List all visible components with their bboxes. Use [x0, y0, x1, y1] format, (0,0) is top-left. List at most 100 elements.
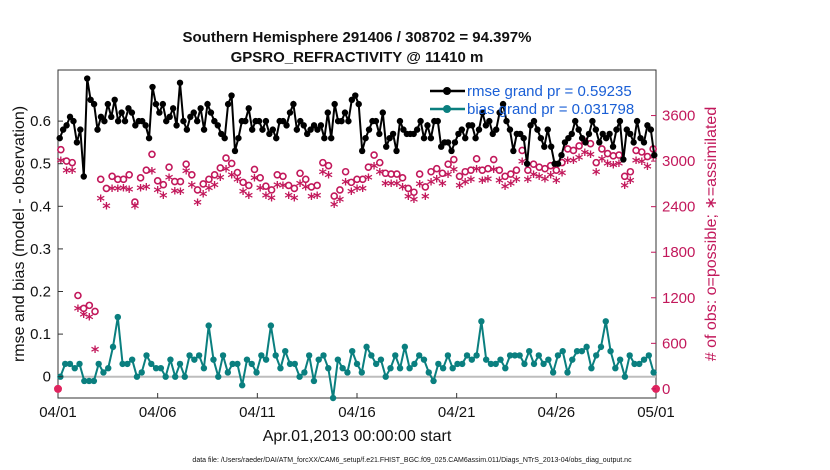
possible-obs-point — [296, 169, 304, 178]
bias-point — [305, 352, 313, 359]
assimilated-obs-point: * — [153, 183, 162, 202]
rmse-point — [389, 130, 397, 138]
rmse-point — [462, 134, 469, 142]
bias-point — [334, 356, 342, 363]
rmse-point — [602, 134, 610, 142]
rmse-point — [142, 122, 149, 129]
x-tick-label: 05/01 — [637, 404, 675, 421]
bias-point — [224, 369, 232, 376]
bias-point — [444, 352, 452, 359]
possible-obs-point — [222, 154, 230, 162]
bias-point — [602, 318, 609, 325]
possible-obs-point — [188, 170, 196, 179]
rmse-point — [259, 126, 266, 133]
rmse-point — [293, 126, 301, 133]
possible-obs-point — [489, 155, 498, 164]
rmse-point — [242, 117, 249, 125]
bias-point — [167, 356, 174, 363]
rmse-point — [434, 117, 441, 125]
rmse-point — [114, 117, 122, 125]
bias-point — [315, 356, 322, 363]
rmse-point — [520, 134, 527, 142]
possible-obs-point — [524, 166, 532, 175]
possible-obs-point — [506, 170, 515, 178]
rmse-point — [561, 139, 569, 146]
assimilated-obs-point: * — [603, 156, 612, 175]
rmse-point — [537, 134, 545, 142]
rmse-point — [224, 100, 232, 108]
possible-obs-point — [404, 184, 413, 193]
possible-obs-point — [136, 174, 145, 182]
data-file-footnote: data file: /Users/raeder/DAI/ATM_forcXX/… — [192, 457, 632, 464]
rmse-point — [152, 100, 160, 108]
rmse-point — [458, 126, 466, 133]
possible-obs-point — [415, 170, 424, 178]
assimilated-obs-point: * — [581, 145, 590, 164]
bias-point — [392, 352, 399, 359]
possible-obs-point — [467, 166, 475, 175]
bias-point — [215, 373, 222, 380]
bias-point — [535, 352, 542, 359]
assimilated-obs-point: * — [302, 180, 311, 199]
possible-obs-point — [313, 181, 321, 190]
possible-obs-point — [159, 180, 168, 189]
bias-point — [387, 364, 394, 372]
legend-bias-label: bias grand pr = 0.031798 — [467, 101, 634, 118]
assimilated-obs-point: * — [97, 191, 106, 210]
rmse-point — [585, 130, 593, 138]
assimilated-obs-point: * — [381, 176, 390, 195]
rmse-point — [568, 130, 575, 138]
rmse-point — [633, 117, 641, 125]
rmse-point — [427, 134, 435, 142]
rmse-point — [73, 139, 81, 146]
bias-point — [90, 377, 98, 385]
possible-obs-point — [637, 148, 646, 156]
possible-obs-point — [552, 166, 561, 175]
bias-point — [114, 313, 122, 321]
rmse-point — [211, 117, 218, 125]
rmse-point — [616, 117, 624, 125]
bias-point — [449, 364, 456, 372]
assimilated-obs-point: * — [495, 173, 504, 192]
rmse-point — [413, 126, 421, 133]
bias-point — [382, 373, 389, 380]
rmse-point — [331, 100, 338, 108]
bias-point — [478, 318, 485, 325]
rmse-point — [183, 126, 191, 133]
bias-point — [372, 360, 380, 368]
rmse-point — [324, 109, 331, 116]
possible-obs-point — [244, 181, 253, 190]
rmse-point — [541, 143, 548, 150]
assimilated-obs-point: * — [290, 190, 299, 209]
bias-point — [593, 352, 600, 359]
rmse-point — [101, 117, 108, 125]
bias-point — [487, 360, 495, 368]
rmse-point — [128, 109, 136, 116]
possible-obs-point — [239, 178, 247, 187]
rmse-point — [173, 122, 180, 129]
assimilated-obs-point: * — [330, 197, 339, 216]
bias-point — [195, 352, 203, 359]
assimilated-obs-point: * — [125, 182, 134, 201]
rmse-point — [248, 126, 256, 133]
rmse-point — [420, 134, 428, 142]
rmse-point — [544, 126, 551, 133]
possible-obs-point — [165, 163, 173, 171]
rmse-point — [362, 134, 369, 142]
rmse-point — [269, 126, 276, 133]
possible-obs-point — [182, 160, 190, 168]
possible-obs-point — [398, 174, 407, 182]
rmse-point — [163, 117, 170, 125]
bias-point — [339, 364, 346, 372]
assimilated-obs-point: * — [455, 178, 464, 197]
rmse-point — [348, 96, 356, 104]
bias-point — [128, 356, 136, 363]
rmse-point — [197, 105, 204, 112]
assimilated-obs-point: * — [398, 180, 407, 199]
assimilated-obs-point: * — [171, 183, 180, 202]
possible-obs-point — [592, 158, 601, 167]
assimilated-obs-point: * — [250, 171, 259, 190]
legend-rmse-marker — [443, 87, 451, 95]
assimilated-obs-point: * — [85, 310, 94, 329]
possible-obs-point — [626, 167, 635, 176]
